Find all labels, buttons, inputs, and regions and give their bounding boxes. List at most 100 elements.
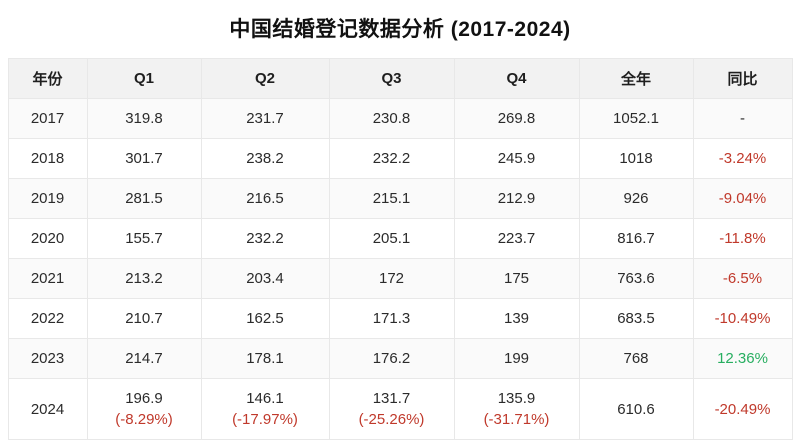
table-row: 2019 281.5 216.5 215.1 212.9 926 -9.04%	[7, 178, 793, 219]
cell-value: 215.1	[372, 190, 411, 207]
cell-value: 175	[503, 270, 530, 287]
q4-cell: 175	[453, 258, 580, 299]
q4-cell: 199	[453, 338, 580, 379]
year-cell: 2023	[7, 338, 88, 379]
cell-value: 232.2	[246, 230, 284, 247]
q1-cell: 213.2	[86, 258, 202, 299]
column-header-q3: Q3	[328, 58, 455, 99]
q2-cell: 146.1 (-17.97%)	[200, 378, 330, 440]
fullyear-cell: 1052.1	[578, 98, 694, 139]
yoy-cell: -11.8%	[692, 218, 793, 259]
column-header-q2: Q2	[200, 58, 330, 99]
cell-value: 214.7	[125, 350, 163, 367]
q1-cell: 301.7	[86, 138, 202, 179]
cell-value: 2023	[30, 350, 65, 367]
cell-value: 135.9	[497, 390, 536, 407]
column-header-q4: Q4	[453, 58, 580, 99]
q4-cell: 135.9 (-31.71%)	[453, 378, 580, 440]
yoy-cell: -	[692, 98, 793, 139]
q4-cell: 212.9	[453, 178, 580, 219]
cell-value: 1052.1	[613, 110, 659, 127]
q3-cell: 172	[328, 258, 455, 299]
q3-cell: 215.1	[328, 178, 455, 219]
marriage-data-table: 年份 Q1 Q2 Q3 Q4 全年 同比 2017 319.8 231.7 230.8…	[7, 58, 793, 440]
fullyear-cell: 683.5	[578, 298, 694, 339]
q2-cell: 162.5	[200, 298, 330, 339]
cell-value: -9.04%	[718, 190, 767, 207]
cell-value: 176.2	[372, 350, 411, 367]
column-header-year: 年份	[7, 58, 88, 99]
q2-cell: 238.2	[200, 138, 330, 179]
fullyear-cell: 816.7	[578, 218, 694, 259]
year-cell: 2017	[7, 98, 88, 139]
cell-value: 2017	[30, 110, 65, 127]
cell-value: -3.24%	[718, 150, 767, 167]
yoy-cell: -3.24%	[692, 138, 793, 179]
cell-value: 230.8	[372, 110, 411, 127]
q1-cell: 281.5	[86, 178, 202, 219]
cell-value: 238.2	[246, 150, 284, 167]
year-cell: 2022	[7, 298, 88, 339]
cell-value: 301.7	[125, 150, 163, 167]
cell-value: -11.8%	[719, 230, 766, 247]
table-row: 2022 210.7 162.5 171.3 139 683.5 -10.49%	[7, 298, 793, 339]
year-cell: 2021	[7, 258, 88, 299]
cell-value: 245.9	[497, 150, 536, 167]
cell-value: 223.7	[497, 230, 536, 247]
yoy-cell: -20.49%	[692, 378, 793, 440]
cell-value: 2021	[30, 270, 65, 287]
cell-value: 2019	[30, 190, 65, 207]
cell-value: 213.2	[125, 270, 163, 287]
cell-value: 171.3	[372, 310, 411, 327]
table-header: 年份 Q1 Q2 Q3 Q4 全年 同比	[7, 58, 793, 99]
table-row: 2017 319.8 231.7 230.8 269.8 1052.1 -	[7, 98, 793, 139]
q2-cell: 203.4	[200, 258, 330, 299]
cell-value: 683.5	[617, 310, 655, 327]
cell-value: -	[740, 110, 745, 127]
page-title: 中国结婚登记数据分析 (2017-2024)	[229, 18, 571, 41]
yoy-cell: -6.5%	[692, 258, 793, 299]
cell-value: 232.2	[372, 150, 411, 167]
cell-value: 146.1	[246, 390, 284, 407]
cell-value: 162.5	[246, 310, 284, 327]
cell-value: 199	[503, 350, 530, 367]
cell-value: 203.4	[246, 270, 284, 287]
q3-cell: 176.2	[328, 338, 455, 379]
cell-value: 816.7	[617, 230, 655, 247]
table-header-row: 年份 Q1 Q2 Q3 Q4 全年 同比	[7, 58, 793, 99]
table-body: 2017 319.8 231.7 230.8 269.8 1052.1 - 2018 301.7…	[7, 98, 793, 440]
fullyear-cell: 610.6	[578, 378, 694, 440]
table-row: 2021 213.2 203.4 172 175 763.6 -6.5%	[7, 258, 793, 299]
q3-cell: 232.2	[328, 138, 455, 179]
cell-value: 319.8	[125, 110, 163, 127]
column-header-q1: Q1	[86, 58, 202, 99]
cell-value: 926	[623, 190, 649, 207]
cell-value: -10.49%	[714, 310, 771, 327]
q2-cell: 231.7	[200, 98, 330, 139]
yoy-cell: -9.04%	[692, 178, 793, 219]
q3-cell: 171.3	[328, 298, 455, 339]
q4-cell: 245.9	[453, 138, 580, 179]
cell-value: 172	[378, 270, 405, 287]
q1-cell: 155.7	[86, 218, 202, 259]
q3-cell: 230.8	[328, 98, 455, 139]
cell-value: 205.1	[372, 230, 411, 247]
q3-cell: 131.7 (-25.26%)	[328, 378, 455, 440]
column-header-fullyear: 全年	[578, 58, 694, 99]
table-row: 2020 155.7 232.2 205.1 223.7 816.7 -11.8%	[7, 218, 793, 259]
cell-value: 139	[503, 310, 530, 327]
cell-value: 2020	[30, 230, 65, 247]
table-row: 2018 301.7 238.2 232.2 245.9 1018 -3.24%	[7, 138, 793, 179]
cell-value: 131.7	[372, 390, 411, 407]
cell-yoy-subvalue: (-8.29%)	[115, 411, 173, 428]
cell-value: 2024	[30, 400, 65, 418]
table-row: 2024 196.9 (-8.29%) 146.1 (-17.97%) 131.7 (-25…	[7, 378, 793, 440]
cell-value: -6.5%	[722, 270, 763, 287]
year-cell: 2020	[7, 218, 88, 259]
fullyear-cell: 1018	[578, 138, 694, 179]
cell-value: 763.6	[617, 270, 655, 287]
cell-value: 281.5	[125, 190, 163, 207]
cell-yoy-subvalue: (-31.71%)	[483, 411, 550, 428]
q1-cell: 196.9 (-8.29%)	[86, 378, 202, 440]
q2-cell: 178.1	[200, 338, 330, 379]
